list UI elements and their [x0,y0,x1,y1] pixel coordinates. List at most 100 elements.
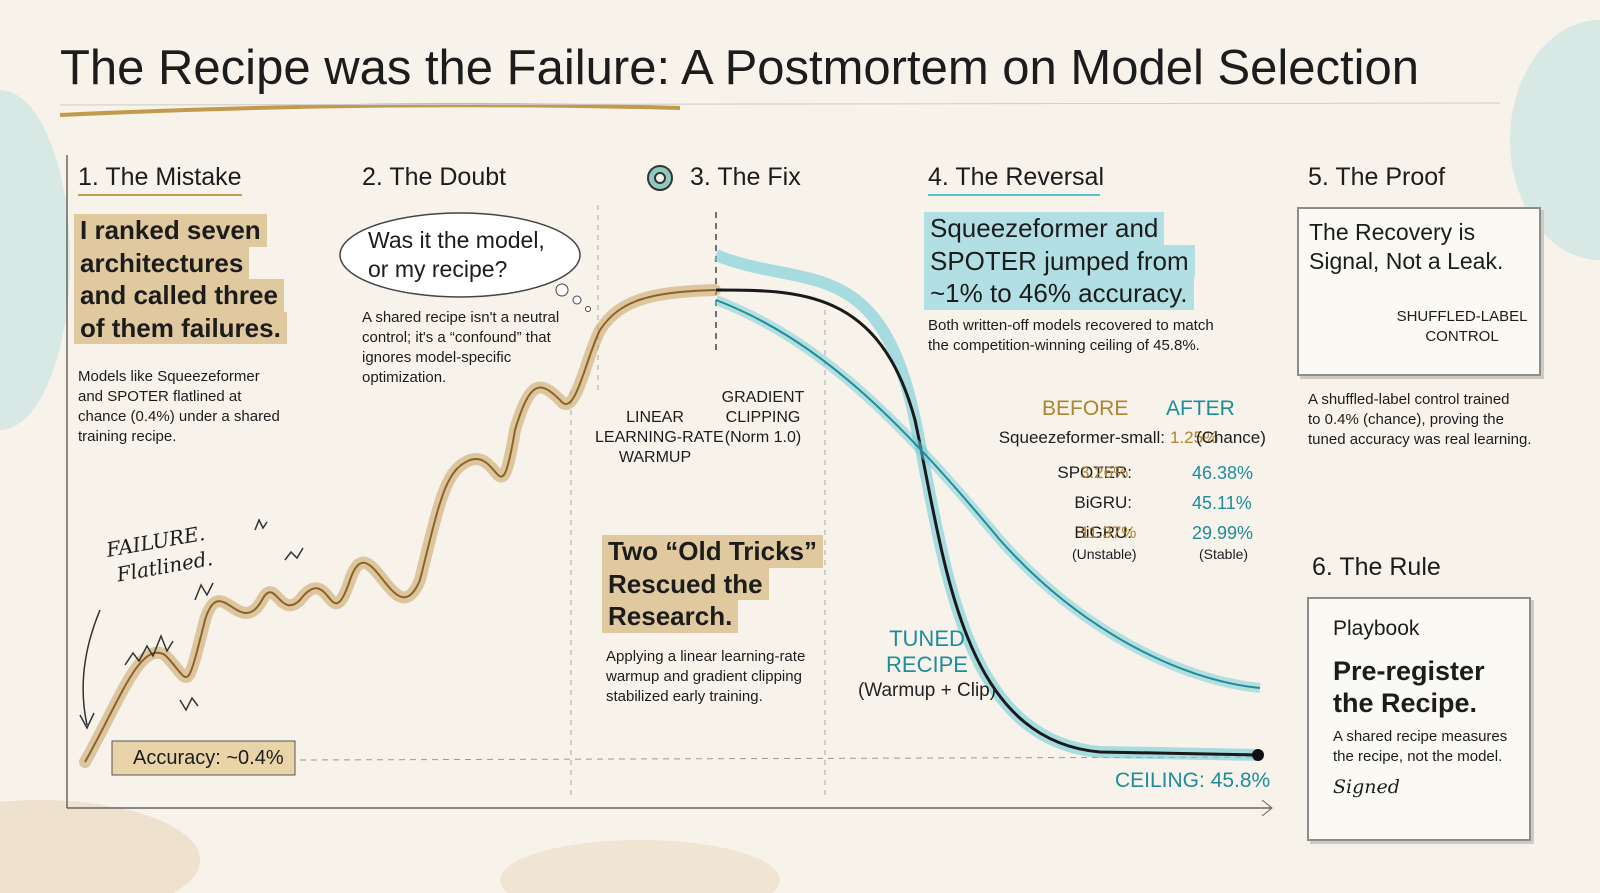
line: SPOTER jumped from [924,244,1195,277]
line: stabilized early training. [606,688,763,705]
before-value: 11.37% [1080,523,1137,542]
line: A shuffled-label control trained [1308,391,1510,408]
line: Research. [602,600,739,633]
line: A shared recipe isn't a neutral [362,309,560,326]
line: WARMUP [618,449,692,466]
card-kicker: Playbook [1333,617,1420,640]
watercolor [1510,20,1600,260]
after-value: 45.11% [1192,493,1252,513]
line: chance (0.4%) under a shared [78,408,280,425]
line: ~1% to 46% accuracy. [924,277,1194,310]
line: training recipe. [78,428,177,445]
watercolor [0,90,70,430]
line: Rescued the [602,567,769,600]
accuracy-tag [111,740,296,776]
line: Squeezeformer and [924,212,1165,245]
bubble-text: Was it the model, or my recipe? [368,226,545,284]
line: and called three [74,279,284,312]
line: Models like Squeezeformer [78,368,260,385]
card-title: Pre-register the Recipe. [1333,655,1485,719]
line: or my recipe? [368,256,508,282]
line: Both written-off models recovered to mat… [928,317,1214,334]
tuned-label: TUNED RECIPE (Warmup + Clip) [852,626,1002,704]
line: of them failures. [74,311,287,344]
line: GRADIENT [721,389,805,406]
line: to 0.4% (chance), proving the [1308,411,1504,428]
rule-card [1307,597,1531,841]
title-underline [59,103,681,117]
card-title: The Recovery is Signal, Not a Leak. [1309,218,1503,276]
line: control; it's a “confound” that [362,329,551,346]
heading: 2. The Doubt [362,163,507,191]
card-label: SHUFFLED-LABEL CONTROL [1392,307,1532,347]
after-value: 29.99% [1192,523,1254,543]
line: Applying a linear learning-rate [606,648,806,665]
line: ignores model-specific [362,349,512,366]
line: The Recovery is [1309,219,1476,245]
bubble-dot [585,306,591,312]
line: (Norm 1.0) [724,429,802,446]
line: Two “Old Tricks” [602,535,824,568]
watercolor [500,840,780,893]
before-note: (Unstable) [1072,546,1137,562]
body-text: Models like Squeezeformer and SPOTER fla… [78,367,280,447]
column-header: AFTER [1166,397,1235,420]
heading: 4. The Reversal [928,163,1105,191]
card-body: A shared recipe measures the recipe, not… [1333,727,1507,767]
accuracy-label: Accuracy: ~0.4% [133,747,284,769]
row-label: SPOTER: [1057,463,1132,482]
line: Was it the model, [368,227,545,253]
bubble-dot [572,295,582,305]
body-text: A shuffled-label control trained to 0.4%… [1308,390,1531,450]
line: TUNED [889,626,965,651]
highlight: I ranked seven architectures and called … [74,214,287,344]
annotation-arrow [79,609,101,730]
heading: 1. The Mistake [78,163,242,191]
line: Signal, Not a Leak. [1309,248,1504,274]
line: Pre-register [1333,656,1485,686]
line: CLIPPING [725,409,801,426]
line: tuned accuracy was real learning. [1308,431,1532,448]
arrow-head [1261,799,1273,817]
before-value: 1.25% [1170,428,1219,447]
line: and SPOTER flatlined at [78,388,242,405]
line: the recipe, not the model. [1333,748,1503,765]
row-label: Squeezeformer-small: [998,428,1165,447]
noise-scribble [124,518,304,712]
body-text: A shared recipe isn't a neutral control;… [362,308,559,388]
before-note: (Chance) [1196,428,1266,447]
bubble-dot [555,283,569,297]
after-value: 46.38% [1192,463,1254,483]
column-header: BEFORE [1042,397,1129,420]
body-text: Applying a linear learning-rate warmup a… [606,647,805,707]
ceiling-dot [1252,749,1264,761]
line: warmup and gradient clipping [606,668,802,685]
line: CONTROL [1425,328,1499,345]
line: architectures [74,246,250,279]
line: I ranked seven [74,214,267,247]
line: the competition-winning ceiling of 45.8%… [928,337,1200,354]
line: (Warmup + Clip) [857,680,997,701]
caption: LINEAR LEARNING-RATE WARMUP [595,408,724,468]
heading: 6. The Rule [1312,553,1441,581]
thought-bubble [339,212,581,298]
heading: 3. The Fix [690,163,801,191]
signed-label: Signed [1333,776,1400,798]
row-label: BiGRU: [1074,493,1132,512]
highlight: Two “Old Tricks” Rescued the Research. [602,535,824,633]
line: the Recipe. [1333,688,1478,718]
after-note: (Stable) [1199,546,1249,562]
line: LINEAR [626,409,684,426]
line: optimization. [362,369,447,386]
heading: 5. The Proof [1308,163,1446,191]
title: The Recipe was the Failure: A Postmortem… [60,41,1420,95]
line: A shared recipe measures [1333,728,1508,745]
ceiling-label: CEILING: 45.8% [1115,769,1271,792]
watercolor [0,800,200,893]
gold-curve [84,289,716,763]
gear-hub [654,172,666,184]
proof-card [1297,207,1541,376]
before-value: 3.26% [1080,463,1129,482]
